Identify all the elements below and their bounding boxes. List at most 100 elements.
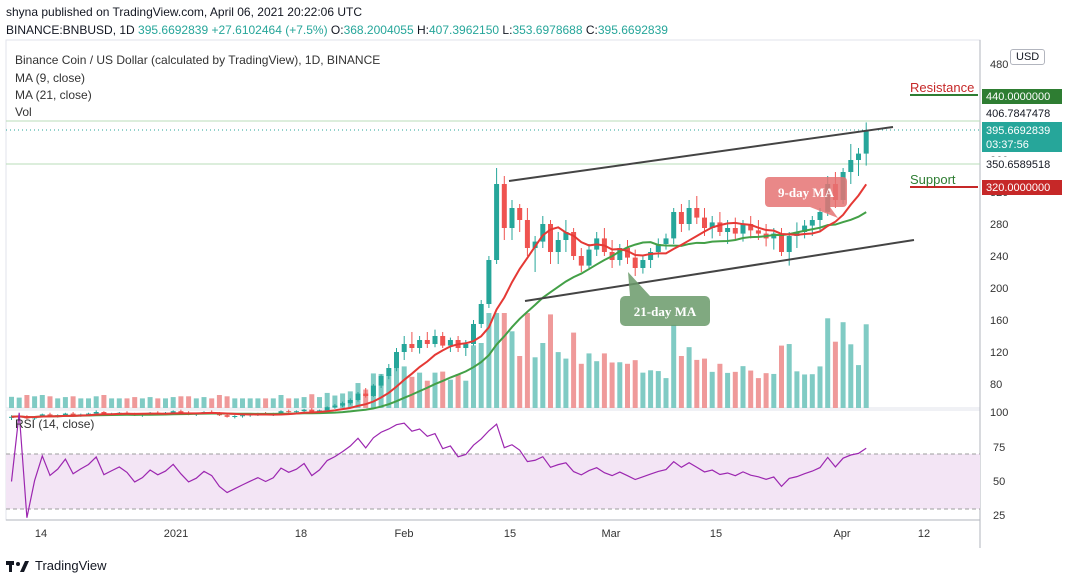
volume-bar: [263, 398, 269, 408]
currency-button[interactable]: USD: [1010, 49, 1046, 65]
volume-bar: [9, 396, 14, 408]
volume-bar: [16, 397, 22, 408]
time-tick-7: Apr: [833, 528, 850, 540]
volume-bar: [786, 344, 792, 408]
volume-bar: [671, 324, 677, 408]
volume-bar: [386, 374, 392, 408]
candle-body: [571, 232, 577, 256]
last-price-tag: 395.6692839 03:37:56: [982, 122, 1062, 152]
open-value: 368.2004055: [343, 23, 414, 37]
ma9-legend[interactable]: MA (9, close): [15, 71, 86, 85]
time-tick-8: 12: [918, 528, 930, 540]
volume-bar: [240, 398, 245, 408]
candle-body: [694, 208, 700, 218]
candle-body: [424, 340, 430, 344]
candle-body: [709, 222, 715, 228]
volume-bar: [840, 322, 846, 408]
svg-text:350.6589518: 350.6589518: [986, 159, 1050, 171]
time-tick-6: 15: [710, 528, 722, 540]
volume-bar: [678, 356, 684, 408]
volume-bar: [86, 398, 91, 408]
volume-bar: [771, 373, 777, 408]
rsi-band: [6, 454, 980, 509]
candle-body: [363, 393, 369, 396]
tradingview-logo[interactable]: TradingView: [6, 558, 107, 573]
candle-body: [440, 336, 446, 346]
candle-body: [648, 252, 654, 260]
candle-body: [755, 230, 761, 234]
volume-bar: [748, 370, 754, 408]
volume-bar: [47, 396, 53, 408]
candle-body: [409, 344, 415, 348]
candle-body: [863, 131, 869, 154]
time-axis-ticks: 14 2021 18 Feb 15 Mar 15 Apr 12: [35, 528, 930, 540]
time-tick-4: 15: [504, 528, 516, 540]
time-tick-2: 18: [295, 528, 307, 540]
volume-bar: [501, 313, 507, 408]
volume-bar: [340, 393, 346, 408]
ma9-callout-text: 9-day MA: [778, 185, 835, 200]
volume-bar: [486, 313, 492, 408]
volume-bar: [532, 357, 538, 408]
candle-body: [9, 416, 14, 418]
tradingview-logo-icon: [6, 560, 29, 572]
ma21-legend[interactable]: MA (21, close): [15, 88, 92, 102]
ma21-polyline: [11, 211, 867, 419]
candle-body: [494, 184, 500, 260]
volume-bar: [594, 361, 600, 408]
candle-body: [447, 340, 453, 346]
volume-bar: [578, 363, 584, 408]
volume-bar: [247, 398, 253, 408]
time-tick-3: Feb: [395, 528, 414, 540]
candle-body: [471, 324, 476, 344]
candle-body: [786, 236, 792, 252]
volume-bar: [779, 345, 784, 408]
svg-text:406.7847478: 406.7847478: [986, 108, 1050, 120]
svg-text:440.0000000: 440.0000000: [986, 91, 1050, 103]
volume-bar: [732, 371, 738, 408]
ohlc-header: BINANCE:BNBUSD, 1D 395.6692839 +27.61024…: [6, 23, 668, 37]
volume-bar: [209, 398, 215, 408]
candle-body: [170, 411, 176, 413]
volume-bar: [571, 332, 577, 408]
candle-body: [432, 336, 438, 344]
volume-bar: [686, 347, 692, 408]
price-change: +27.6102464 (+7.5%): [211, 23, 328, 37]
volume-bar: [124, 398, 130, 408]
volume-bar: [694, 359, 700, 408]
volume-bar: [332, 395, 338, 408]
price-tick-200: 200: [990, 283, 1008, 295]
candle-body: [632, 257, 638, 268]
volume-bar: [640, 372, 646, 408]
volume-bar: [401, 366, 407, 408]
candle-body: [617, 248, 623, 260]
price-tick-160: 160: [990, 315, 1008, 327]
ma9-callout: 9-day MA: [765, 177, 847, 218]
symbol-label[interactable]: BINANCE:BNBUSD, 1D: [6, 23, 135, 37]
candle-body: [378, 376, 384, 386]
candle-body: [224, 415, 230, 417]
candle-body: [93, 412, 99, 414]
rsi-legend[interactable]: RSI (14, close): [15, 417, 95, 431]
rsi-tick-25: 25: [993, 510, 1005, 522]
volume-bar: [548, 314, 553, 408]
price-tick-240: 240: [990, 251, 1008, 263]
volume-bar: [494, 313, 500, 408]
high-value: 407.3962150: [429, 23, 500, 37]
volume-bar: [478, 343, 484, 408]
candle-body: [802, 225, 808, 232]
volume-bar: [632, 360, 638, 408]
candle-body: [309, 409, 315, 412]
candle-body: [856, 153, 861, 160]
volume-bar: [116, 398, 122, 408]
candle-body: [540, 224, 546, 242]
low-value: 353.6978688: [512, 23, 583, 37]
price-tick-80: 80: [990, 379, 1002, 391]
rsi-line: [10, 412, 867, 518]
time-tick-1: 2021: [164, 528, 188, 540]
volume-bar: [447, 379, 453, 408]
vol-legend[interactable]: Vol: [15, 105, 32, 119]
support-price-tag: 320.0000000: [982, 180, 1062, 195]
volume-bar: [463, 380, 469, 408]
